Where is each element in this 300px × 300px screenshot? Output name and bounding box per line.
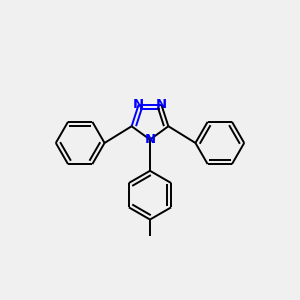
Text: N: N xyxy=(133,98,144,111)
Text: N: N xyxy=(156,98,167,111)
Text: N: N xyxy=(144,133,156,146)
